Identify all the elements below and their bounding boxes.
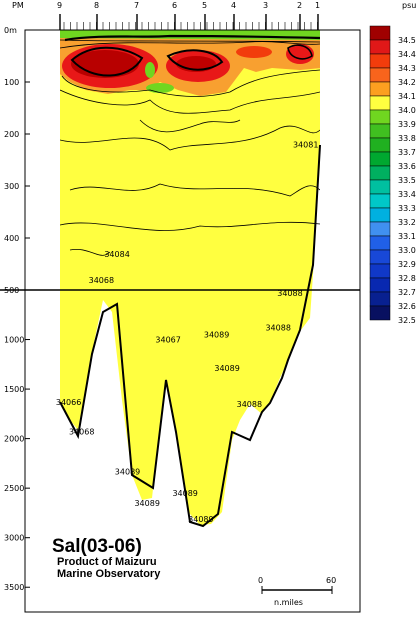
- credit-line-2: Marine Observatory: [57, 568, 161, 580]
- depth-axis: 0m 100 200 300 400 500 1000 1500 2000 2500 3000 350…: [4, 26, 30, 592]
- colorbar-swatch: [369, 81, 391, 97]
- colorbar-level-label: 32.9: [398, 260, 416, 269]
- chart-title: Sal(03-06): [52, 536, 142, 557]
- colorbar-swatch: [369, 207, 391, 223]
- y-tick-label: 1500: [4, 385, 24, 394]
- colorbar-swatch: [369, 305, 391, 321]
- station-markers: 34066 34068 34068 34084 34089 34089 34067 34089…: [56, 141, 319, 524]
- colorbar-level-label: 33.3: [398, 204, 416, 213]
- colorbar-swatch: [369, 235, 391, 251]
- y-tick-label: 2000: [4, 435, 24, 444]
- colorbar-swatch: [369, 249, 391, 265]
- station-marker-label: 34088: [277, 289, 302, 298]
- contour-lines: [60, 34, 320, 256]
- colorbar-level-label: 34.0: [398, 106, 416, 115]
- colorbar-swatch: [369, 137, 391, 153]
- station-labels: 9 8 7 6 5 4 3 2 1: [25, 1, 322, 31]
- green-patch-small: [145, 62, 155, 78]
- station-label: 7: [134, 1, 139, 10]
- colorbar-level-label: 34.3: [398, 64, 416, 73]
- mid-core-east: [236, 46, 272, 58]
- colorbar-level-label: 32.6: [398, 302, 416, 311]
- station-label: 6: [172, 1, 177, 10]
- station-label: 2: [297, 1, 302, 10]
- colorbar-level-label: 34.2: [398, 78, 416, 87]
- colorbar-level-label: 33.4: [398, 190, 416, 199]
- colorbar-swatch: [369, 123, 391, 139]
- y-tick-label: 200: [4, 130, 19, 139]
- y-tick-label: 400: [4, 234, 19, 243]
- station-marker-label: 34088: [265, 324, 290, 333]
- station-marker-label: 34089: [204, 331, 229, 340]
- colorbar-swatch: [369, 25, 391, 41]
- sea-bottom-line: [59, 144, 321, 528]
- green-patch: [146, 83, 174, 93]
- station-marker-label: 34088: [237, 400, 262, 409]
- station-label: 1: [315, 1, 320, 10]
- station-marker-label: 34068: [89, 276, 114, 285]
- colorbar-swatch: [369, 53, 391, 69]
- colorbar-level-label: 32.5: [398, 316, 416, 325]
- colorbar-swatch: [369, 263, 391, 279]
- distance-scale-end: 60: [326, 576, 336, 585]
- colorbar-swatch: [369, 193, 391, 209]
- station-marker-label: 34089: [172, 489, 197, 498]
- station-label: 4: [231, 1, 236, 10]
- colorbar-level-label: 33.5: [398, 176, 416, 185]
- colorbar-swatch: [369, 277, 391, 293]
- y-tick-label: 300: [4, 182, 19, 191]
- station-label: 8: [94, 1, 99, 10]
- y-tick-label: 0m: [4, 26, 17, 35]
- colorbar-swatch: [369, 179, 391, 195]
- station-marker-label: 34068: [69, 428, 94, 437]
- colorbar-swatch: [369, 67, 391, 83]
- y-tick-label: 500: [4, 286, 19, 295]
- colorbar-swatch: [369, 291, 391, 307]
- station-label: 3: [263, 1, 268, 10]
- station-marker-label: 34081: [293, 141, 318, 150]
- station-marker-label: 34089: [214, 364, 239, 373]
- station-label: 9: [57, 1, 62, 10]
- y-tick-label: 2500: [4, 484, 24, 493]
- colorbar-swatch: [369, 151, 391, 167]
- station-marker-label: 34067: [155, 335, 180, 344]
- colorbar-unit: psu: [402, 1, 416, 10]
- station-marker-label: 34089: [134, 499, 159, 508]
- colorbar-level-label: 32.7: [398, 288, 416, 297]
- station-marker-label: 34066: [56, 398, 81, 407]
- colorbar-level-label: 33.7: [398, 148, 416, 157]
- colorbar-level-label: 34.1: [398, 92, 416, 101]
- colorbar-swatch: [369, 221, 391, 237]
- station-marker-label: 34089: [188, 515, 213, 524]
- colorbar-level-label: 33.8: [398, 134, 416, 143]
- distance-scale-unit: n.miles: [274, 598, 303, 607]
- colorbar-level-label: 34.5: [398, 36, 416, 45]
- colorbar-swatch: [369, 109, 391, 125]
- colorbar-level-label: 33.9: [398, 120, 416, 129]
- station-marker-label: 34089: [115, 467, 140, 476]
- colorbar-level-label: 33.0: [398, 246, 416, 255]
- distance-scale-start: 0: [258, 576, 263, 585]
- y-tick-label: 100: [4, 78, 19, 87]
- y-tick-label: 1000: [4, 336, 24, 345]
- top-axis-label: PM: [12, 1, 24, 10]
- colorbar-swatch: [369, 95, 391, 111]
- colorbar-level-label: 33.1: [398, 232, 416, 241]
- distance-scale: 0 60 n.miles: [258, 576, 336, 607]
- colorbar: 34.5 34.4 34.3 34.2 34.1 34.0 33.9 33.8 33.7 33.6…: [369, 25, 416, 325]
- credit-line-1: Product of Maizuru: [57, 556, 157, 568]
- y-tick-label: 3500: [4, 583, 24, 592]
- station-marker-label: 34084: [104, 250, 129, 259]
- colorbar-level-label: 33.6: [398, 162, 416, 171]
- colorbar-swatch: [369, 39, 391, 55]
- station-label: 5: [202, 1, 207, 10]
- colorbar-level-label: 33.2: [398, 218, 416, 227]
- y-tick-label: 3000: [4, 534, 24, 543]
- colorbar-level-label: 34.4: [398, 50, 416, 59]
- colorbar-level-label: 32.8: [398, 274, 416, 283]
- colorbar-swatch: [369, 165, 391, 181]
